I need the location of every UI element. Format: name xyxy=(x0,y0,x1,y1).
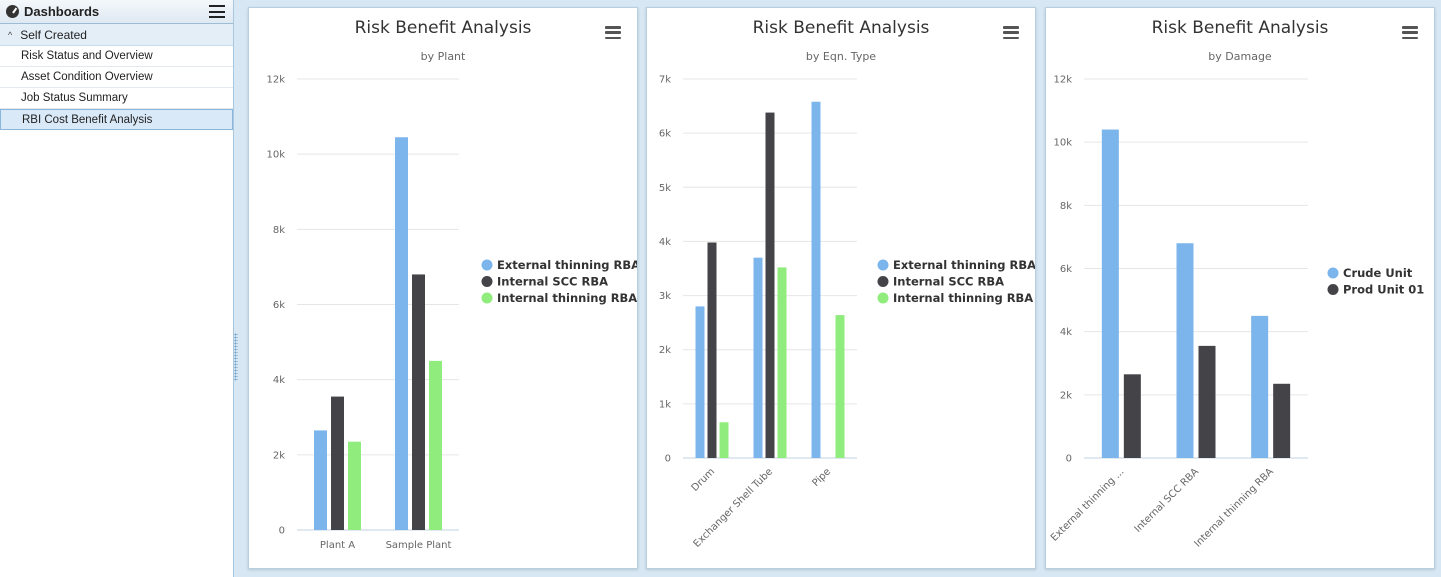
bar xyxy=(765,112,775,458)
bar xyxy=(412,274,425,530)
y-tick-label: 4k xyxy=(659,237,671,248)
legend-label: Internal SCC RBA xyxy=(497,275,608,289)
x-tick-label: Plant A xyxy=(320,540,355,551)
chart-title: Risk Benefit Analysis xyxy=(1151,18,1329,38)
bar xyxy=(811,101,821,459)
sidebar-item-label: RBI Cost Benefit Analysis xyxy=(22,113,153,126)
y-tick-label: 12k xyxy=(266,75,285,86)
bar xyxy=(314,430,327,530)
y-tick-label: 4k xyxy=(273,375,285,386)
bar xyxy=(777,267,787,458)
bar xyxy=(1123,374,1141,458)
bar xyxy=(395,137,408,531)
y-tick-label: 10k xyxy=(1053,138,1072,149)
chart-panel-by-plant: 0 2k 4k 6k 8k 10k 12k Plant A Sample Plant Extern… xyxy=(248,7,638,569)
chart-panel-by-damage: 0 2k 4k 6k 8k 10k 12k External thinning ... Inte… xyxy=(1045,7,1435,569)
y-tick-label: 6k xyxy=(1060,264,1072,275)
sidebar-item-rbi-cost-benefit[interactable]: RBI Cost Benefit Analysis xyxy=(0,109,233,130)
y-tick-label: 7k xyxy=(659,75,671,86)
x-tick-label: Internal SCC RBA xyxy=(1133,466,1202,535)
y-tick-label: 6k xyxy=(659,129,671,140)
y-tick-label: 12k xyxy=(1053,75,1072,86)
legend-label: Crude Unit xyxy=(1343,266,1413,280)
y-tick-label: 2k xyxy=(1060,390,1072,401)
sidebar-item-label: Asset Condition Overview xyxy=(21,71,153,83)
legend-marker xyxy=(481,259,493,271)
bar xyxy=(835,315,845,458)
bar xyxy=(1251,315,1269,458)
legend-label: External thinning RBA xyxy=(497,258,637,272)
sidebar-splitter-handle[interactable] xyxy=(234,333,238,381)
chart-by-plant: 0 2k 4k 6k 8k 10k 12k Plant A Sample Plant Extern… xyxy=(266,75,637,552)
y-tick-label: 2k xyxy=(659,345,671,356)
chart-title: Risk Benefit Analysis xyxy=(354,18,532,38)
sidebar-item-label: Risk Status and Overview xyxy=(21,50,153,62)
legend-marker xyxy=(481,276,493,287)
sidebar-group-label: Self Created xyxy=(20,27,87,42)
sidebar-title: Dashboards xyxy=(24,4,100,19)
dashboard-gauge-icon xyxy=(6,5,19,18)
legend-marker xyxy=(877,292,889,304)
chart-title: Risk Benefit Analysis xyxy=(752,18,930,38)
y-tick-label: 0 xyxy=(279,526,285,537)
y-tick-label: 2k xyxy=(273,450,285,461)
chart-subtitle: by Plant xyxy=(420,50,466,63)
chart-subtitle: by Damage xyxy=(1208,50,1272,63)
y-tick-label: 1k xyxy=(659,399,671,410)
sidebar-item-label: Job Status Summary xyxy=(21,92,128,104)
chart-menu-icon[interactable] xyxy=(1003,26,1019,40)
bar xyxy=(1273,383,1291,458)
legend-label: External thinning RBA xyxy=(893,258,1035,272)
chart-panel-by-eqn-type: 0 1k 2k 3k 4k 5k 6k 7k Drum Exchanger Shell Tube P… xyxy=(646,7,1036,569)
sidebar-item-asset-condition[interactable]: Asset Condition Overview xyxy=(0,67,233,88)
legend-marker xyxy=(877,259,889,271)
x-tick-label: Sample Plant xyxy=(386,540,452,551)
x-tick-label: Pipe xyxy=(810,466,833,489)
legend-marker xyxy=(481,292,493,304)
y-tick-label: 0 xyxy=(665,454,671,465)
y-tick-label: 6k xyxy=(273,300,285,311)
bar xyxy=(1198,345,1216,458)
bar xyxy=(695,306,705,458)
legend-label: Prod Unit 01 xyxy=(1343,283,1424,297)
y-tick-label: 8k xyxy=(1060,201,1072,212)
sidebar-menu-icon[interactable] xyxy=(209,5,225,18)
legend-marker xyxy=(1327,284,1339,295)
bar xyxy=(348,441,361,530)
x-tick-label: Drum xyxy=(690,466,717,493)
bar xyxy=(753,257,763,458)
sidebar-group-self-created[interactable]: ^ Self Created xyxy=(0,24,233,46)
y-tick-label: 8k xyxy=(273,225,285,236)
legend-marker xyxy=(1327,267,1339,279)
chevron-up-icon: ^ xyxy=(8,29,13,40)
bar xyxy=(707,242,717,458)
legend-label: Internal thinning RBA xyxy=(497,291,637,305)
bar xyxy=(1101,129,1119,458)
x-tick-label: External thinning ... xyxy=(1049,466,1126,543)
chart-subtitle: by Eqn. Type xyxy=(805,50,877,63)
y-tick-label: 4k xyxy=(1060,327,1072,338)
sidebar-item-risk-status[interactable]: Risk Status and Overview xyxy=(0,46,233,67)
x-tick-label: Internal thinning RBA xyxy=(1193,466,1276,549)
y-tick-label: 10k xyxy=(266,150,285,161)
legend-label: Internal SCC RBA xyxy=(893,275,1004,289)
legend-label: Internal thinning RBA xyxy=(893,291,1033,305)
bar xyxy=(331,396,344,530)
y-tick-label: 0 xyxy=(1066,454,1072,465)
chart-menu-icon[interactable] xyxy=(605,26,621,40)
bar xyxy=(429,360,442,530)
sidebar-header: Dashboards xyxy=(0,0,233,24)
sidebar-item-job-status[interactable]: Job Status Summary xyxy=(0,88,233,109)
bar xyxy=(719,422,729,458)
chart-menu-icon[interactable] xyxy=(1402,26,1418,40)
legend-marker xyxy=(877,276,889,287)
y-tick-label: 5k xyxy=(659,183,671,194)
sidebar: Dashboards ^ Self Created Risk Status an… xyxy=(0,0,234,577)
y-tick-label: 3k xyxy=(659,291,671,302)
bar xyxy=(1176,243,1194,458)
